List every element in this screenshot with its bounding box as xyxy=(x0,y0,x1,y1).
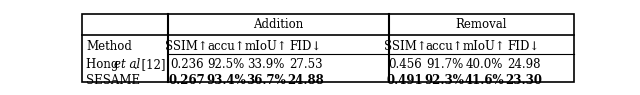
Text: Hong: Hong xyxy=(86,58,122,71)
Text: 24.98: 24.98 xyxy=(507,58,541,71)
Text: 27.53: 27.53 xyxy=(289,58,323,71)
Text: Method: Method xyxy=(86,40,132,53)
Text: mIoU↑: mIoU↑ xyxy=(463,40,506,53)
Text: 0.456: 0.456 xyxy=(388,58,422,71)
Text: SSIM↑: SSIM↑ xyxy=(383,40,426,53)
Text: accu↑: accu↑ xyxy=(426,40,463,53)
Text: 36.7%: 36.7% xyxy=(246,74,286,87)
Text: Removal: Removal xyxy=(455,18,507,31)
Text: FID↓: FID↓ xyxy=(508,40,540,53)
Text: mIoU↑: mIoU↑ xyxy=(244,40,287,53)
Text: 23.30: 23.30 xyxy=(506,74,543,87)
Text: . [12]: . [12] xyxy=(134,58,166,71)
Text: Addition: Addition xyxy=(253,18,303,31)
Text: 92.3%: 92.3% xyxy=(424,74,465,87)
Text: FID↓: FID↓ xyxy=(289,40,322,53)
Text: et al: et al xyxy=(114,58,140,71)
Text: 0.236: 0.236 xyxy=(170,58,204,71)
Text: 41.6%: 41.6% xyxy=(465,74,504,87)
Text: SSIM↑: SSIM↑ xyxy=(165,40,208,53)
Text: 0.491: 0.491 xyxy=(387,74,423,87)
Text: 24.88: 24.88 xyxy=(287,74,324,87)
Text: 40.0%: 40.0% xyxy=(465,58,503,71)
Text: 0.267: 0.267 xyxy=(168,74,205,87)
Text: 91.7%: 91.7% xyxy=(426,58,463,71)
Text: accu↑: accu↑ xyxy=(207,40,245,53)
Text: SESAME: SESAME xyxy=(86,74,140,87)
Text: 33.9%: 33.9% xyxy=(247,58,285,71)
Text: 93.4%: 93.4% xyxy=(207,74,246,87)
Text: 92.5%: 92.5% xyxy=(208,58,245,71)
